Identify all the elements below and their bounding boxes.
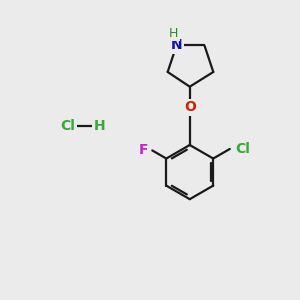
Text: Cl: Cl (60, 119, 75, 134)
Text: N: N (171, 38, 182, 52)
Text: F: F (139, 143, 149, 158)
Text: H: H (94, 119, 106, 134)
Text: O: O (184, 100, 196, 114)
Text: H: H (169, 27, 178, 40)
Text: Cl: Cl (235, 142, 250, 156)
